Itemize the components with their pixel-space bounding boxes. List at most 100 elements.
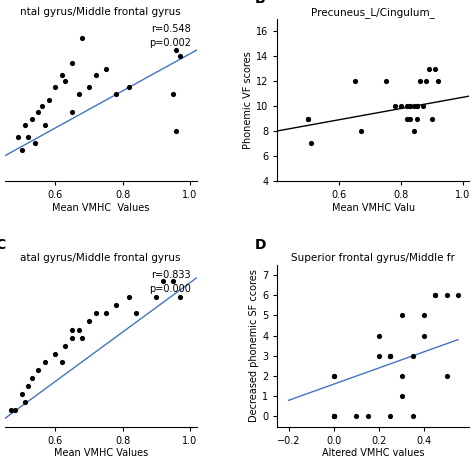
- Text: B: B: [254, 0, 265, 6]
- Point: [443, 292, 450, 299]
- Point: [375, 332, 383, 339]
- Point: [330, 372, 337, 380]
- Point: [428, 115, 436, 122]
- Point: [425, 65, 433, 73]
- Point: [18, 391, 26, 398]
- Point: [92, 310, 100, 317]
- Point: [330, 372, 337, 380]
- Point: [454, 292, 462, 299]
- Text: r=0.833
p=0.000: r=0.833 p=0.000: [149, 270, 191, 294]
- Point: [413, 115, 420, 122]
- Point: [41, 121, 49, 128]
- Point: [443, 372, 450, 380]
- Point: [102, 310, 109, 317]
- Point: [21, 399, 29, 406]
- Point: [398, 392, 405, 400]
- Point: [14, 133, 22, 141]
- Point: [45, 96, 52, 104]
- X-axis label: Mean VMHC Valu: Mean VMHC Valu: [332, 202, 415, 212]
- Point: [85, 318, 93, 325]
- Point: [112, 301, 119, 309]
- Point: [304, 115, 312, 122]
- Title: Superior frontal gyrus/Middle fr: Superior frontal gyrus/Middle fr: [292, 253, 455, 263]
- Point: [416, 77, 423, 85]
- Point: [68, 109, 76, 116]
- Point: [68, 326, 76, 333]
- Point: [28, 115, 36, 122]
- Point: [126, 83, 133, 91]
- Title: ntal gyrus/Middle frontal gyrus: ntal gyrus/Middle frontal gyrus: [20, 7, 181, 17]
- Point: [169, 90, 177, 98]
- Point: [435, 77, 442, 85]
- Point: [35, 366, 42, 374]
- Point: [386, 352, 394, 360]
- Point: [58, 71, 66, 79]
- Point: [413, 102, 420, 110]
- Point: [8, 407, 15, 414]
- Point: [432, 292, 439, 299]
- Title: atal gyrus/Middle frontal gyrus: atal gyrus/Middle frontal gyrus: [20, 253, 181, 263]
- Point: [407, 102, 414, 110]
- Point: [78, 34, 86, 41]
- Point: [102, 65, 109, 73]
- X-axis label: Altered VMHC values: Altered VMHC values: [322, 448, 425, 458]
- Point: [52, 83, 59, 91]
- Point: [351, 77, 358, 85]
- Point: [422, 77, 430, 85]
- X-axis label: Mean VMHC  Values: Mean VMHC Values: [52, 202, 149, 212]
- Point: [382, 77, 390, 85]
- Point: [330, 413, 337, 420]
- Point: [407, 102, 414, 110]
- Point: [420, 311, 428, 319]
- Point: [431, 65, 439, 73]
- Point: [85, 83, 93, 91]
- Point: [330, 413, 337, 420]
- Point: [391, 102, 399, 110]
- Point: [413, 102, 420, 110]
- Point: [153, 293, 160, 301]
- Point: [52, 350, 59, 357]
- Point: [176, 53, 183, 60]
- Point: [353, 413, 360, 420]
- Point: [398, 311, 405, 319]
- Point: [132, 310, 140, 317]
- Point: [419, 102, 427, 110]
- Point: [173, 46, 180, 54]
- Point: [25, 383, 32, 390]
- Point: [403, 115, 411, 122]
- Point: [68, 59, 76, 66]
- Point: [330, 413, 337, 420]
- Point: [403, 102, 411, 110]
- Point: [58, 358, 66, 365]
- Point: [409, 352, 417, 360]
- Point: [75, 90, 82, 98]
- Y-axis label: Phonemic VF scores: Phonemic VF scores: [243, 51, 253, 149]
- Point: [112, 90, 119, 98]
- Point: [173, 127, 180, 135]
- Point: [398, 372, 405, 380]
- Point: [126, 293, 133, 301]
- Point: [38, 102, 46, 110]
- Point: [364, 413, 372, 420]
- Point: [432, 292, 439, 299]
- Point: [28, 374, 36, 382]
- Point: [407, 115, 414, 122]
- Point: [386, 352, 394, 360]
- Point: [18, 146, 26, 154]
- Point: [169, 277, 177, 285]
- Point: [78, 334, 86, 341]
- Point: [21, 121, 29, 128]
- X-axis label: Mean VMHC Values: Mean VMHC Values: [54, 448, 148, 458]
- Point: [386, 352, 394, 360]
- Point: [410, 102, 417, 110]
- Point: [159, 277, 167, 285]
- Point: [409, 413, 417, 420]
- Text: r=0.548
p=0.002: r=0.548 p=0.002: [149, 24, 191, 48]
- Point: [330, 413, 337, 420]
- Point: [357, 127, 365, 135]
- Text: D: D: [254, 238, 266, 252]
- Point: [304, 115, 312, 122]
- Title: Precuneus_L/Cingulum_: Precuneus_L/Cingulum_: [311, 7, 435, 18]
- Point: [420, 332, 428, 339]
- Point: [386, 413, 394, 420]
